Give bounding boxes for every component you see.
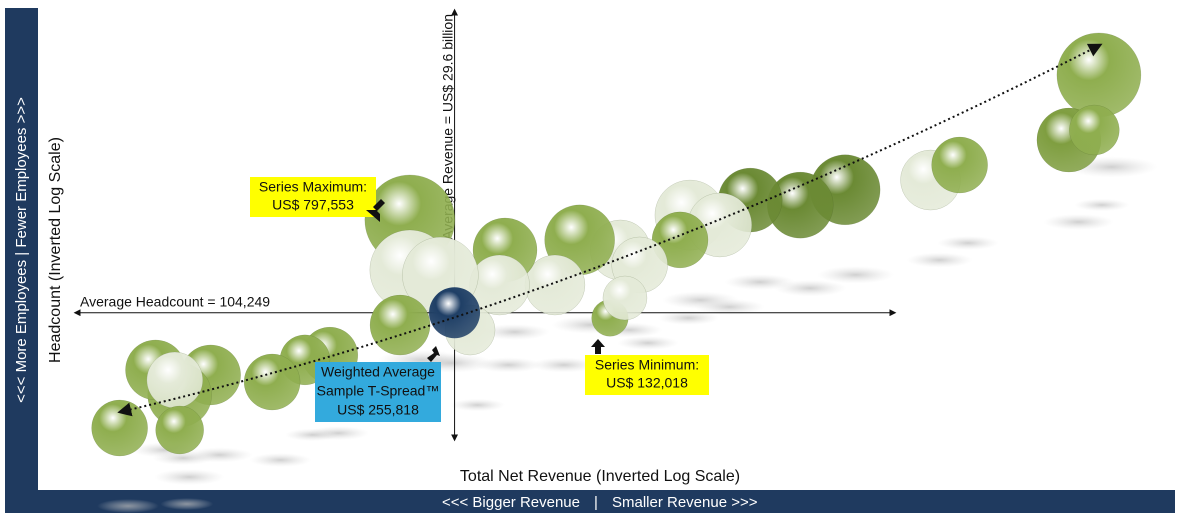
wavg-line: Sample T-Spread™ (317, 383, 440, 399)
bubble-shadow (97, 499, 159, 514)
x-banner-right: Smaller Revenue >>> (612, 494, 758, 511)
bubble (1056, 32, 1142, 118)
max-value: US$ 797,553 (272, 197, 354, 213)
bubble (91, 399, 148, 457)
average-headcount-label: Average Headcount = 104,249 (80, 293, 270, 309)
bubble-shadow (906, 252, 973, 268)
bubble (602, 275, 648, 321)
bubble-shadow (617, 335, 679, 350)
wavg-line: US$ 255,818 (337, 402, 419, 418)
wavg-box (315, 362, 441, 422)
bubble-shadow (1043, 214, 1114, 231)
bubble (155, 405, 204, 455)
bubble-shadow (154, 469, 225, 486)
min-box (585, 355, 709, 395)
bubble-shadow (249, 453, 312, 468)
annotations: Series Maximum: US$ 797,553 Series Minim… (250, 177, 709, 422)
wavg-line: Weighted Average (321, 364, 435, 380)
wavg-arrow (427, 346, 440, 362)
y-banner: <<< More Employees | Fewer Employees >>> (13, 97, 30, 403)
bubble-shadow (152, 451, 215, 466)
bubble-shadow (937, 236, 999, 251)
bubble-shadow (817, 266, 895, 284)
bubble (243, 353, 301, 411)
x-banner-left: <<< Bigger Revenue (442, 494, 580, 511)
bubble-shadow (450, 398, 506, 412)
x-banner-sep: | (594, 494, 598, 511)
bubble (1069, 104, 1120, 156)
y-axis-label: Headcount (Inverted Log Scale) (47, 137, 64, 363)
weighted-average-bubble (429, 287, 481, 339)
max-box (250, 177, 376, 217)
x-axis-label: Total Net Revenue (Inverted Log Scale) (460, 468, 740, 485)
max-title: Series Maximum: (259, 179, 367, 195)
bubble-shadow (1074, 198, 1130, 212)
y-banner-bg (5, 8, 38, 490)
bubble-shadow (284, 428, 340, 442)
min-title: Series Minimum: (595, 357, 699, 373)
bubble-shadow (724, 274, 796, 291)
x-banner-bg (5, 490, 1175, 513)
bubble (931, 136, 988, 194)
max-arrow (366, 199, 385, 222)
min-arrow (591, 339, 605, 354)
bubble (369, 294, 431, 356)
trend-line (117, 43, 1103, 417)
bubble-shadow (160, 498, 214, 511)
min-value: US$ 132,018 (606, 375, 688, 391)
